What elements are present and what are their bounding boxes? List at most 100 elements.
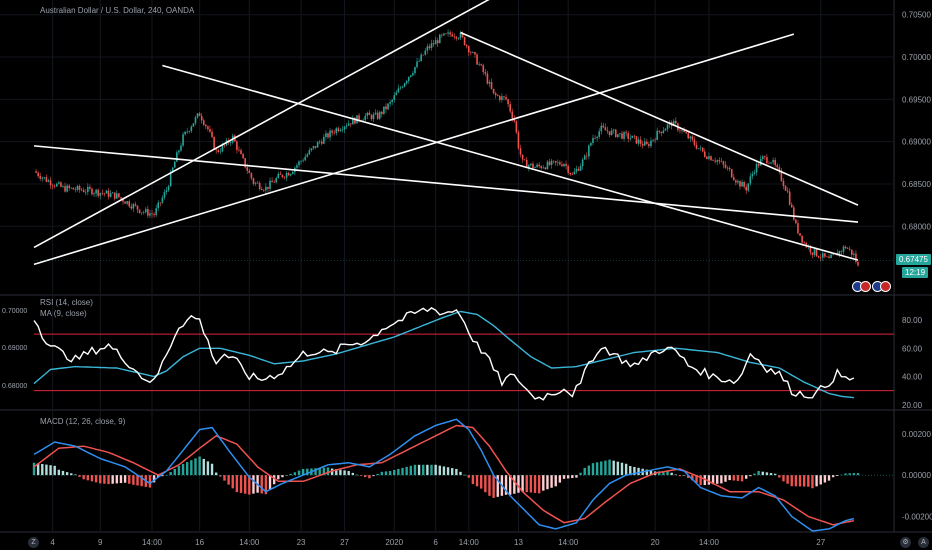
macd-histogram-bar [558,475,562,483]
macd-histogram-bar [773,473,777,476]
candle-body [333,132,336,134]
candle-body [244,158,246,168]
candle-body [339,129,342,132]
macd-histogram-bar [504,475,508,495]
au-flag-icon[interactable] [860,281,871,292]
candle-body [60,182,62,187]
candle-body [149,213,151,216]
candle-body [534,167,536,168]
candle-body [817,256,820,258]
candle-body [215,149,217,151]
candle-body [633,135,636,137]
macd-histogram-bar [778,475,781,478]
candle-body [470,52,472,53]
macd-histogram-bar [761,471,764,476]
candle-body [799,233,801,236]
candle-body [774,159,776,166]
candle-body [263,190,265,191]
macd-histogram-bar [181,463,185,476]
candle-body [43,177,46,178]
rsi-label: RSI (14, close) [40,298,93,307]
candle-body [138,209,141,213]
candle-body [784,186,787,191]
timezone-icon[interactable]: Z [28,537,39,548]
candle-body [801,235,803,243]
candle-body [207,126,209,130]
candle-body [151,213,153,215]
candle-body [74,189,77,191]
candle-body [432,43,435,45]
time-tick-label: 4 [50,538,55,547]
macd-histogram-bar [575,475,578,478]
candle-body [285,173,288,178]
macd-histogram-bar [413,464,417,476]
macd-histogram-bar [666,471,669,476]
candle-body [637,139,640,144]
candle-body [652,139,654,141]
candle-body [310,148,313,151]
price-candles[interactable] [35,29,859,267]
macd-histogram-bar [103,475,106,484]
candle-body [248,170,251,173]
macd-histogram-bar [388,471,392,476]
price-tick-label: 0.70500 [902,11,931,20]
macd-histogram-bar [645,469,649,476]
candle-body [830,254,832,259]
time-tick-label: 13 [514,538,523,547]
candle-body [726,167,729,169]
candle-body [165,190,168,193]
candle-body [449,32,451,35]
candle-body [209,129,211,132]
candle-body [240,150,242,155]
candle-body [681,130,683,131]
candle-body [639,139,642,144]
candle-body [650,140,652,147]
gear-icon[interactable]: ⚙ [900,537,911,548]
macd-histogram-bar [123,475,127,483]
macd-histogram-bar [488,475,491,496]
candle-body [325,133,327,137]
macd-label: MACD (12, 26, close, 9) [40,417,126,426]
candle-body [246,167,249,171]
candle-body [838,251,841,256]
trend-lines[interactable] [33,0,859,266]
candle-body [474,52,476,55]
macd-histogram-bar [687,475,690,478]
candle-body [64,186,66,192]
macd-histogram-bar [326,467,330,476]
candle-body [229,142,232,144]
macd-histogram-bar [446,467,450,476]
candle-body [828,256,830,259]
candle-body [848,248,851,250]
macd-histogram-bar [749,475,752,477]
candle-body [648,144,650,147]
autoscale-icon[interactable]: A [918,537,929,548]
candle-body [95,189,97,194]
candle-body [735,180,737,183]
rsi-pane[interactable] [33,307,894,401]
au-flag-icon-2[interactable] [880,281,891,292]
trend-line-flat-support [33,145,859,223]
candle-body [368,112,371,115]
candle-body [683,130,685,132]
macd-histogram-bar [786,475,789,484]
candle-body [654,139,656,141]
candle-body [58,182,60,184]
candle-body [277,173,280,179]
candle-body [476,54,478,65]
macd-histogram-bar [210,463,214,476]
macd-histogram-bar [347,471,350,476]
candle-body [712,160,714,161]
candle-body [436,40,439,44]
candle-body [395,92,398,96]
macd-histogram-bar [152,475,156,483]
macd-histogram-bar [330,468,334,476]
macd-histogram-bar [442,466,446,476]
macd-histogram-bar [281,475,284,478]
candle-body [157,202,160,209]
macd-pane[interactable] [32,418,894,532]
candle-body [635,136,638,144]
candle-body [318,141,321,143]
grid-lines [0,0,932,533]
